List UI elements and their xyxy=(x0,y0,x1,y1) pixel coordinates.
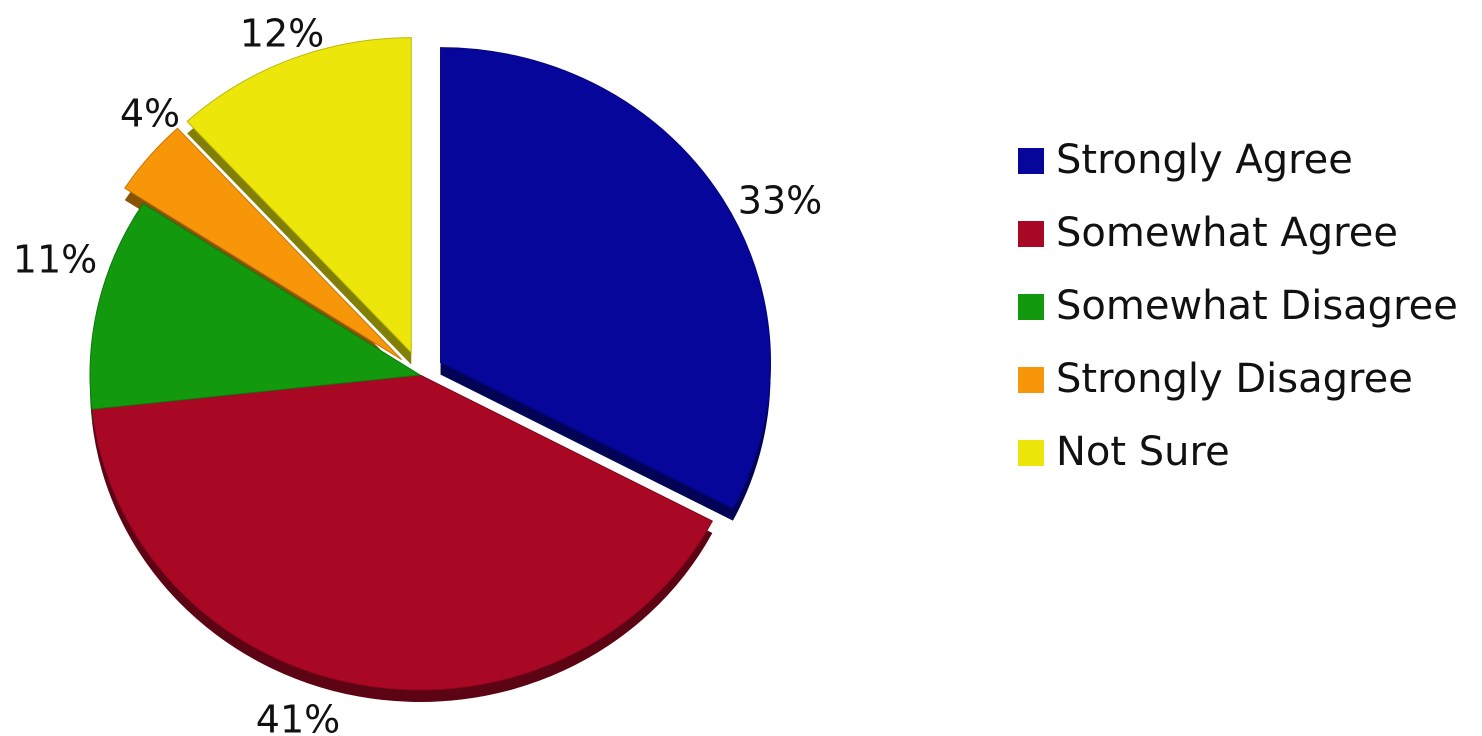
pie-slice-strongly-agree xyxy=(440,47,771,510)
data-label-somewhat-disagree: 11% xyxy=(13,238,97,282)
legend-label: Strongly Disagree xyxy=(1056,356,1413,402)
data-label-not-sure: 12% xyxy=(240,12,324,56)
legend-swatch xyxy=(1018,367,1044,393)
legend-swatch xyxy=(1018,440,1044,466)
pie-slice-somewhat-disagree xyxy=(89,202,422,410)
pie-slice-somewhat-agree xyxy=(91,374,714,691)
data-label-strongly-disagree: 4% xyxy=(120,92,180,136)
pie-data-labels: 33% 41% 11% 4% 12% xyxy=(13,12,822,736)
legend-item-somewhat-disagree: Somewhat Disagree xyxy=(1018,283,1458,329)
pie-slice-not-sure xyxy=(186,37,412,354)
legend-label: Not Sure xyxy=(1056,429,1230,475)
legend-swatch xyxy=(1018,294,1044,320)
legend-swatch xyxy=(1018,221,1044,247)
data-label-strongly-agree: 33% xyxy=(738,179,822,223)
pie-slice-strongly-disagree xyxy=(124,127,403,360)
data-label-somewhat-agree: 41% xyxy=(256,698,340,736)
legend-swatch xyxy=(1018,148,1044,174)
legend-item-somewhat-agree: Somewhat Agree xyxy=(1018,210,1398,256)
legend-item-strongly-agree: Strongly Agree xyxy=(1018,137,1353,183)
legend: Strongly Agree Somewhat Agree Somewhat Dis… xyxy=(1018,137,1458,475)
legend-label: Strongly Agree xyxy=(1056,137,1353,183)
pie-slices xyxy=(89,37,771,702)
legend-label: Somewhat Agree xyxy=(1056,210,1398,256)
legend-label: Somewhat Disagree xyxy=(1056,283,1458,329)
legend-item-not-sure: Not Sure xyxy=(1018,429,1230,475)
legend-item-strongly-disagree: Strongly Disagree xyxy=(1018,356,1413,402)
